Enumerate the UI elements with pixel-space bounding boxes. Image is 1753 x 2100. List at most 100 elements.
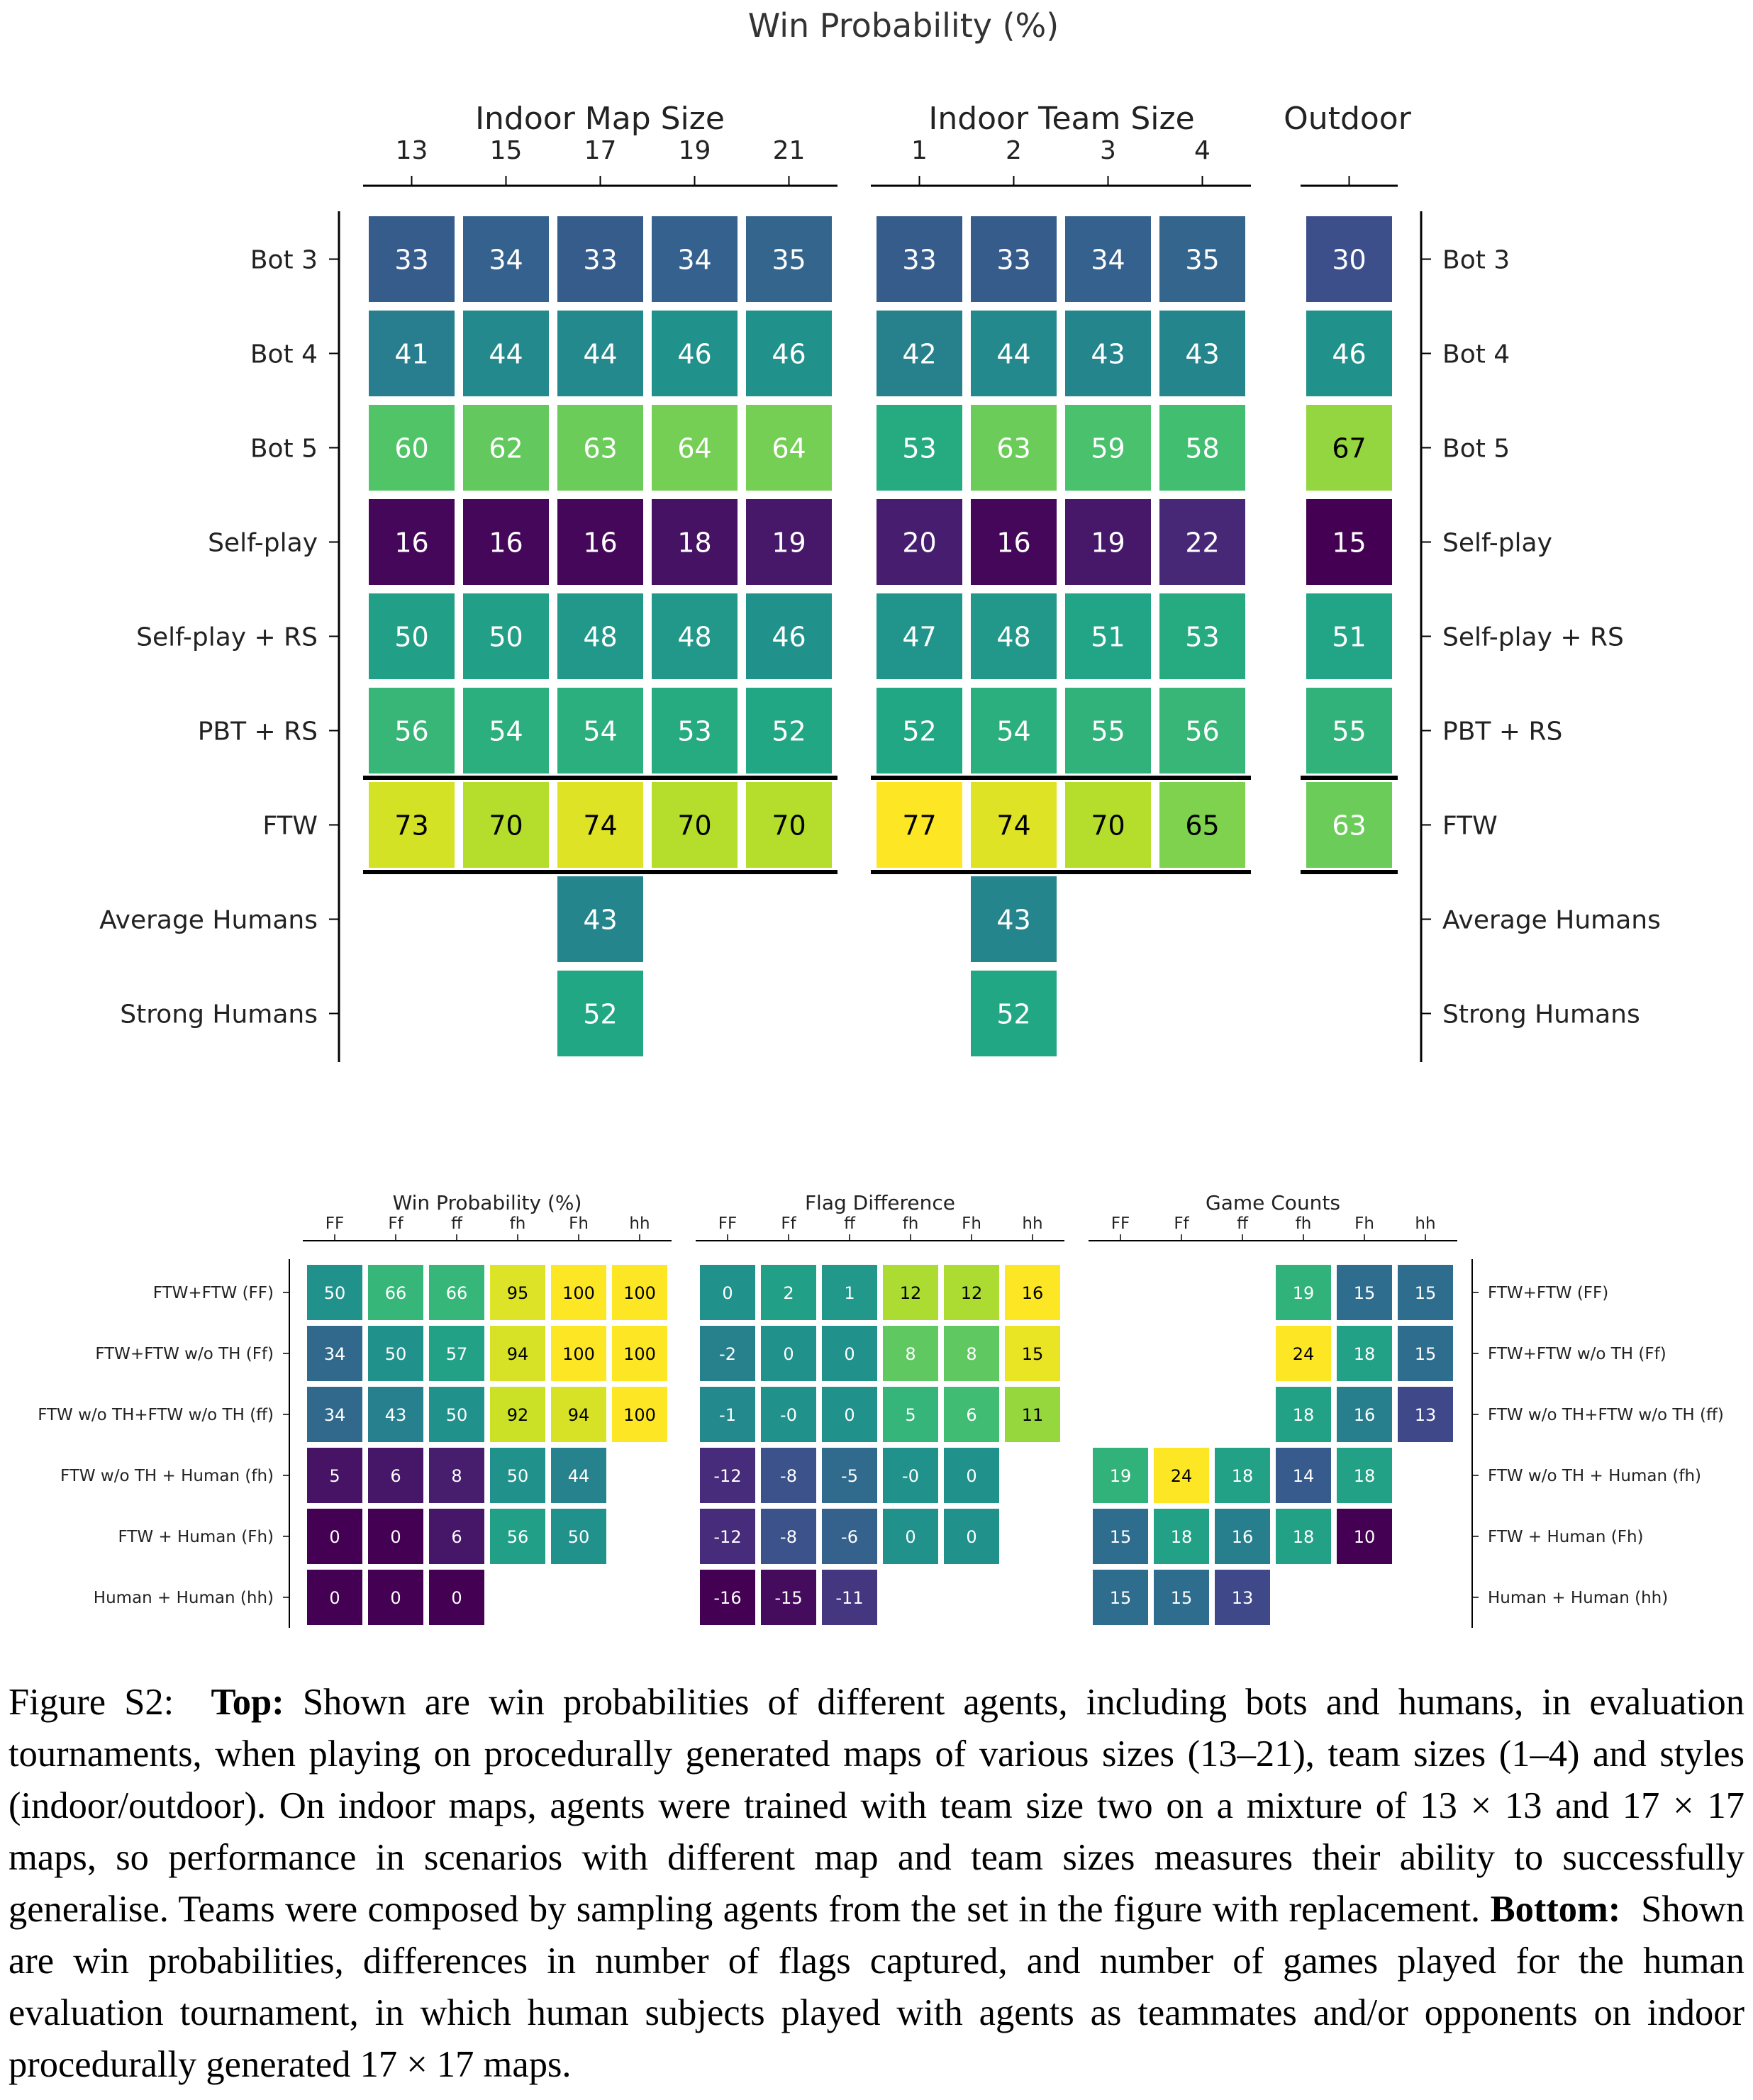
- bottom-cell-value: 15: [1415, 1344, 1437, 1364]
- bottom-cell-value: 0: [329, 1527, 340, 1547]
- bottom-heatmap-cell: [551, 1387, 606, 1442]
- bottom-cell-value: -0: [780, 1405, 797, 1425]
- heatmap-cell: [557, 311, 643, 396]
- bottom-column-label-fh: Fh: [569, 1214, 589, 1233]
- bottom-row-label-left-human-human-hh: Human + Human (hh): [94, 1589, 274, 1607]
- bottom-cell-value: 0: [844, 1405, 855, 1425]
- cell-value: 46: [772, 622, 806, 653]
- heatmap-cell: [876, 311, 962, 396]
- heatmap-cell: [971, 688, 1057, 773]
- cell-value: 70: [1091, 810, 1125, 842]
- heatmap-cell: [1159, 499, 1245, 585]
- bottom-heatmap-cell: [1276, 1326, 1331, 1381]
- row-label-right-average-humans: Average Humans: [1442, 906, 1661, 935]
- bottom-heatmap-cell: [883, 1509, 938, 1564]
- heatmap-cell: [1159, 782, 1245, 868]
- bottom-heatmap-cell: [1337, 1265, 1392, 1320]
- column-label-17: 17: [584, 136, 617, 165]
- bottom-heatmap-cell: [429, 1326, 484, 1381]
- bottom-cell-value: 94: [568, 1405, 590, 1425]
- heatmap-cell: [1159, 405, 1245, 491]
- bottom-column-label-hh: hh: [1415, 1214, 1435, 1233]
- heatmap-cell: [463, 782, 549, 868]
- bottom-column-label-ff: ff: [844, 1214, 856, 1233]
- panel-label: Indoor Team Size: [928, 101, 1194, 137]
- bottom-row-label-left-ftw-w-o-th-human-fh: FTW w/o TH + Human (fh): [60, 1467, 274, 1485]
- bottom-heatmap-cell: [944, 1326, 999, 1381]
- bottom-cell-value: 0: [722, 1283, 733, 1303]
- row-label-right-self-play: Self-play: [1442, 529, 1552, 558]
- column-label-13: 13: [396, 136, 428, 165]
- cell-value: 54: [583, 716, 617, 747]
- bottom-heatmap-cell: [761, 1387, 816, 1442]
- panel-label: Indoor Map Size: [475, 101, 725, 137]
- heatmap-cell: [652, 216, 738, 302]
- bottom-heatmap-cell: [490, 1387, 545, 1442]
- column-label-3: 3: [1100, 136, 1116, 165]
- bottom-heatmap-cell: [551, 1265, 606, 1320]
- bottom-cell-value: 16: [1022, 1283, 1044, 1303]
- heatmap-cell: [463, 499, 549, 585]
- heatmap-cell: [652, 688, 738, 773]
- heatmap-cell: [463, 405, 549, 491]
- heatmap-cell: [1065, 593, 1151, 679]
- bottom-column-label-ff: FF: [325, 1214, 344, 1233]
- cell-value: 34: [489, 245, 523, 276]
- cell-value: 63: [1332, 810, 1366, 842]
- heatmap-cell: [369, 405, 455, 491]
- bottom-row-label-right-ftw-w-o-th-human-fh: FTW w/o TH + Human (fh): [1488, 1467, 1701, 1485]
- heatmap-cell: [1306, 216, 1392, 302]
- bottom-column-label-ff: Ff: [1174, 1214, 1189, 1233]
- bottom-heatmap-cell: [944, 1387, 999, 1442]
- cell-value: 19: [772, 527, 806, 559]
- bottom-column-label-fh: Fh: [1354, 1214, 1374, 1233]
- bottom-heatmap-cell: [761, 1509, 816, 1564]
- row-label-left-strong-humans: Strong Humans: [120, 1000, 318, 1029]
- bottom-cell-value: 8: [905, 1344, 916, 1364]
- bottom-heatmap-cell: [761, 1326, 816, 1381]
- heatmap-cell: [1159, 593, 1245, 679]
- heatmap-cell: [557, 876, 643, 962]
- cell-value: 73: [394, 810, 428, 842]
- bottom-heatmap-cell: [551, 1326, 606, 1381]
- bottom-cell-value: -8: [780, 1466, 797, 1486]
- bottom-row-label-right-ftw-ftw-ff: FTW+FTW (FF): [1488, 1284, 1608, 1302]
- bottom-row-label-left-ftw-ftw-w-o-th-ff: FTW+FTW w/o TH (Ff): [95, 1345, 274, 1363]
- heatmap-cell: [746, 405, 832, 491]
- bottom-column-label-fh: fh: [903, 1214, 919, 1233]
- bottom-cell-value: 19: [1293, 1283, 1315, 1303]
- cell-value: 43: [996, 905, 1030, 936]
- bottom-heatmap-cell: [822, 1265, 877, 1320]
- cell-value: 43: [583, 905, 617, 936]
- heatmap-cell: [652, 782, 738, 868]
- heatmap-cell: [369, 216, 455, 302]
- bottom-cell-value: 43: [385, 1405, 407, 1425]
- panel-label: Outdoor: [1284, 101, 1412, 137]
- chart-title: Win Probability (%): [748, 6, 1059, 45]
- bottom-heatmap-cell: [307, 1326, 362, 1381]
- bottom-cell-value: -5: [841, 1466, 858, 1486]
- cell-value: 56: [394, 716, 428, 747]
- column-label-1: 1: [911, 136, 928, 165]
- heatmap-cell: [652, 311, 738, 396]
- heatmap-cell: [1306, 688, 1392, 773]
- heatmap-cell: [971, 876, 1057, 962]
- bottom-cell-value: 15: [1354, 1283, 1376, 1303]
- bottom-cell-value: 12: [900, 1283, 922, 1303]
- heatmap-cell: [557, 688, 643, 773]
- heatmap-cell: [463, 311, 549, 396]
- bottom-column-label-ff: Ff: [388, 1214, 404, 1233]
- cell-value: 44: [583, 339, 617, 370]
- heatmap-cell: [369, 593, 455, 679]
- bottom-cell-value: 2: [783, 1283, 794, 1303]
- bottom-cell-value: 15: [1171, 1588, 1193, 1608]
- column-label-19: 19: [679, 136, 711, 165]
- heatmap-cell: [746, 782, 832, 868]
- bottom-heatmap-cell: [612, 1326, 667, 1381]
- cell-value: 16: [583, 527, 617, 559]
- cell-value: 44: [996, 339, 1030, 370]
- heatmap-cell: [876, 688, 962, 773]
- cell-value: 67: [1332, 433, 1366, 464]
- heatmap-cell: [557, 782, 643, 868]
- cell-value: 60: [394, 433, 428, 464]
